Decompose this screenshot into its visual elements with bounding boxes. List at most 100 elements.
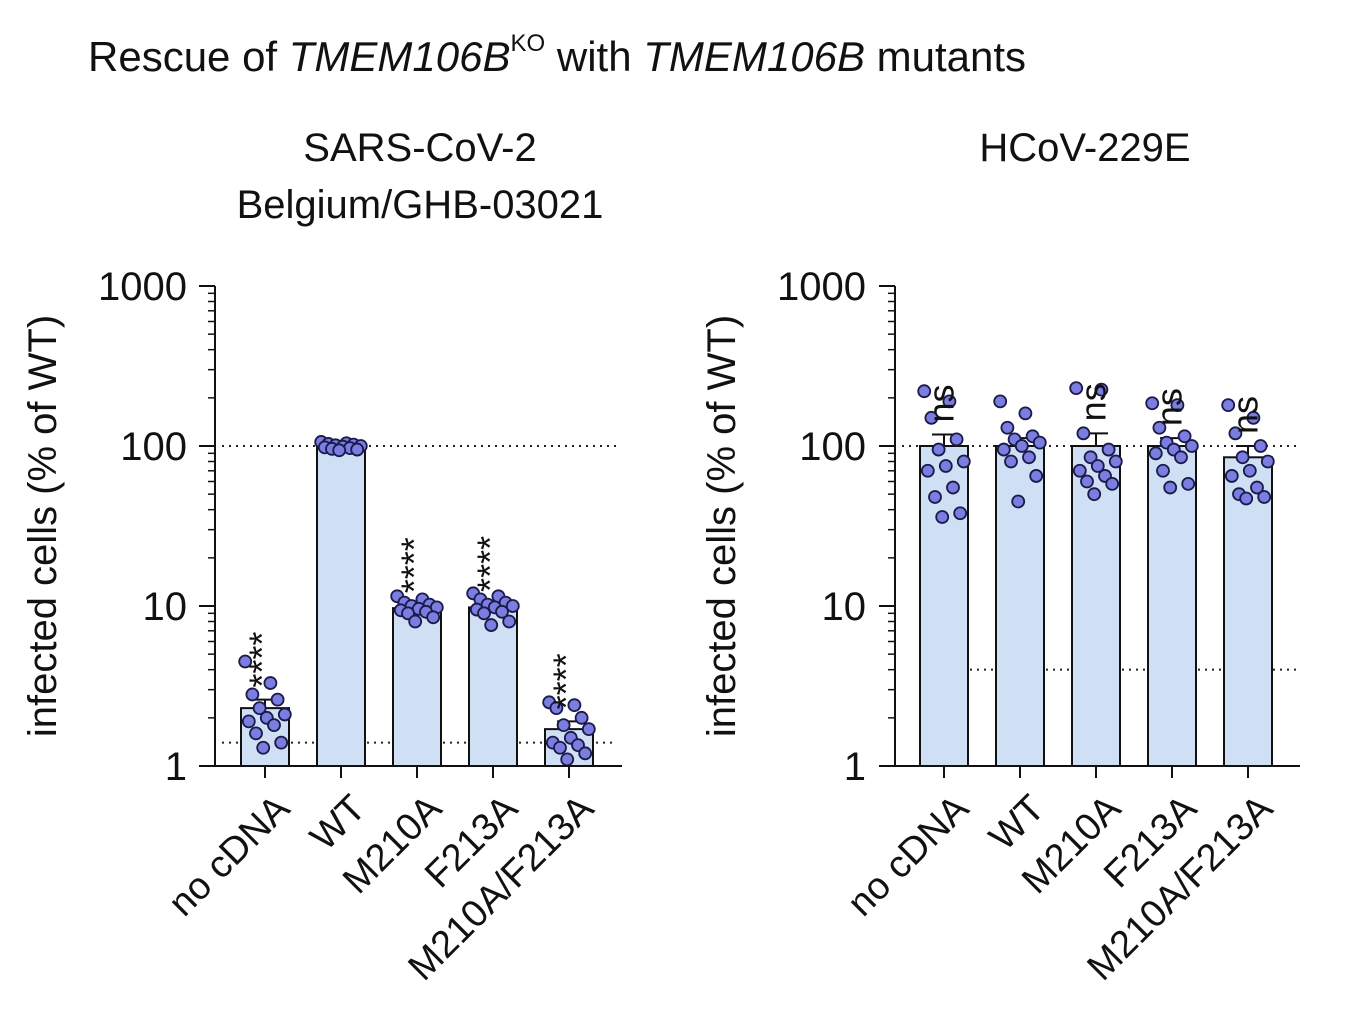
category-label: no cDNA: [840, 787, 978, 925]
category-label: no cDNA: [161, 787, 299, 925]
data-point: [1246, 410, 1261, 425]
data-point: [1177, 429, 1192, 444]
data-point: [1257, 490, 1272, 504]
y-tick-label: 1000: [777, 265, 866, 309]
data-point: [241, 714, 256, 729]
bar: [1223, 456, 1273, 767]
significance-label: ns: [921, 384, 962, 422]
data-point: [350, 442, 365, 457]
bar: [316, 445, 366, 767]
data-point: [993, 394, 1008, 409]
data-point: [1148, 446, 1163, 461]
y-axis-label: infected cells (% of WT): [700, 315, 744, 737]
data-point: [408, 614, 423, 629]
data-point: [1221, 398, 1236, 413]
data-point: [949, 432, 964, 447]
data-point: [1032, 435, 1047, 450]
data-point: [1022, 450, 1036, 465]
significance-label: ns: [1225, 396, 1266, 434]
data-point: [1076, 426, 1091, 441]
data-point: [495, 604, 509, 619]
panel-title-line: HCoV-229E: [979, 126, 1190, 170]
figure-title: Rescue of TMEM106BKO with TMEM106B mutan…: [88, 30, 1027, 81]
data-point: [920, 463, 935, 478]
data-point: [1094, 382, 1109, 397]
data-point: [931, 442, 946, 457]
data-point: [1083, 450, 1098, 465]
data-point: [1163, 480, 1178, 495]
data-point: [426, 610, 441, 625]
data-point: [1014, 439, 1029, 453]
y-tick-label: 100: [799, 425, 866, 469]
data-point: [1108, 454, 1123, 469]
data-point: [245, 687, 260, 702]
significance-label: ****: [394, 537, 435, 593]
y-tick-label: 1: [165, 745, 187, 789]
data-point: [556, 718, 571, 733]
y-tick-label: 100: [120, 425, 187, 469]
data-point: [996, 442, 1011, 457]
data-point: [1087, 487, 1102, 502]
data-point: [1250, 480, 1264, 495]
data-point: [505, 599, 520, 613]
data-point: [938, 459, 953, 473]
data-point: [238, 654, 253, 669]
data-point: [1239, 491, 1254, 506]
data-point: [1156, 463, 1170, 478]
y-tick-label: 1000: [98, 265, 187, 309]
data-point: [332, 443, 347, 458]
chart-panel-hcov-229e: HCoV-229E infected cells (% of WT) ns no cD…: [700, 126, 1300, 989]
data-point: [1029, 469, 1044, 483]
y-tick-label: 1: [844, 745, 866, 789]
data-point: [1004, 454, 1018, 469]
data-point: [946, 480, 960, 495]
data-point: [560, 752, 575, 767]
y-tick-label: 10: [143, 585, 188, 629]
data-point: [917, 384, 932, 399]
bar: [995, 445, 1045, 767]
data-point: [574, 710, 589, 725]
data-point: [1260, 454, 1275, 469]
data-point: [502, 614, 517, 629]
bar: [392, 607, 442, 767]
data-point: [924, 410, 939, 425]
chart-panel-sars-cov-2: SARS-CoV-2 Belgium/GHB-03021 infected cell…: [21, 126, 622, 989]
significance-label: ns: [1073, 383, 1114, 421]
data-point: [1170, 398, 1185, 413]
data-point: [549, 701, 564, 716]
bar: [468, 606, 518, 767]
data-point: [1242, 463, 1257, 478]
y-tick-label: 10: [822, 585, 867, 629]
data-point: [1145, 396, 1160, 411]
data-point: [263, 676, 278, 690]
panel-title-line: Belgium/GHB-03021: [237, 183, 604, 227]
significance-label: ns: [1149, 388, 1190, 426]
data-point: [484, 618, 499, 632]
data-point: [1224, 469, 1239, 483]
data-point: [1080, 474, 1094, 489]
data-point: [1101, 442, 1116, 457]
data-point: [1090, 459, 1105, 473]
significance-label: ****: [546, 653, 587, 709]
data-point: [1105, 476, 1120, 491]
data-point: [1181, 476, 1196, 491]
data-point: [1069, 381, 1084, 396]
data-point: [935, 510, 950, 524]
data-point: [252, 701, 267, 716]
data-point: [553, 740, 567, 755]
data-point: [1235, 450, 1250, 465]
significance-label: ****: [470, 536, 511, 592]
data-point: [1000, 420, 1015, 435]
data-point: [1072, 463, 1087, 478]
data-point: [578, 746, 593, 761]
data-point: [1228, 426, 1243, 441]
data-point: [1018, 406, 1033, 421]
data-point: [270, 692, 285, 707]
data-point: [956, 454, 971, 469]
data-point: [1152, 420, 1167, 435]
data-point: [249, 726, 263, 741]
data-point: [953, 506, 968, 521]
data-point: [581, 722, 596, 737]
data-point: [1011, 494, 1026, 509]
data-point: [928, 490, 942, 504]
